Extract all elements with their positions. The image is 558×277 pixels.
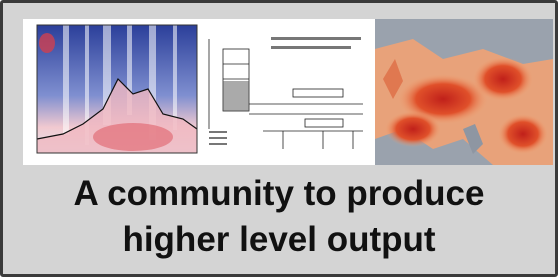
caption-line: A community to produce (3, 171, 555, 217)
map-thumbnail (375, 19, 553, 165)
caption: A community to produce higher level outp… (3, 171, 555, 263)
diagram-thumbnail (203, 19, 375, 165)
caption-line: higher level output (3, 217, 555, 263)
slide-panel: A community to produce higher level outp… (0, 0, 558, 277)
thumbnail-strip (23, 19, 553, 165)
heatmap-thumbnail (23, 19, 203, 165)
